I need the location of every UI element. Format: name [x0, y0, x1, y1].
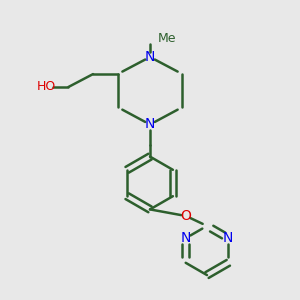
Text: Me: Me [158, 32, 176, 46]
Text: N: N [145, 50, 155, 64]
Text: N: N [145, 118, 155, 131]
Text: O: O [181, 209, 191, 223]
Text: N: N [223, 231, 233, 245]
Text: N: N [181, 231, 191, 245]
Text: HO: HO [37, 80, 56, 94]
